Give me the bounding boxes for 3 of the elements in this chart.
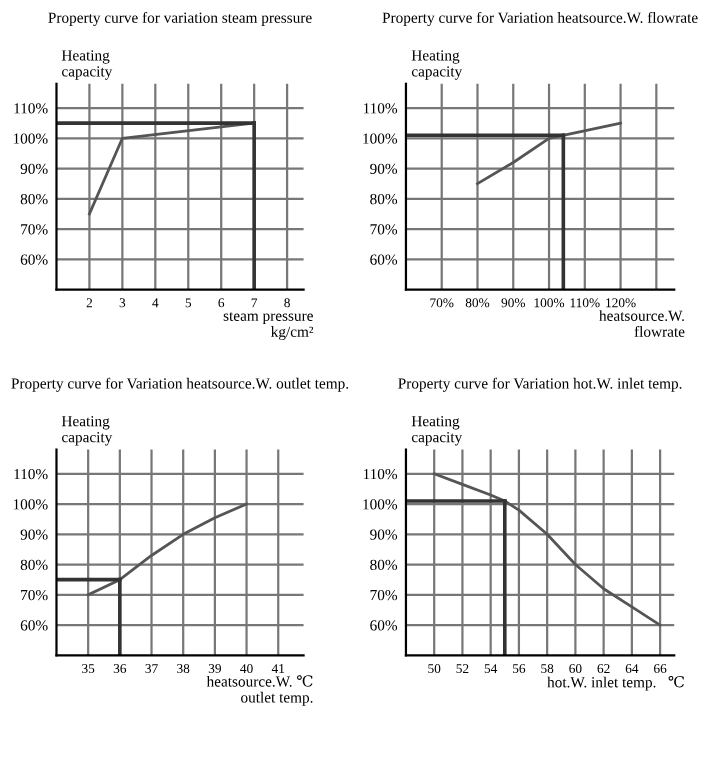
line-series xyxy=(432,472,662,627)
line-series xyxy=(86,502,248,597)
line-series xyxy=(476,121,622,186)
